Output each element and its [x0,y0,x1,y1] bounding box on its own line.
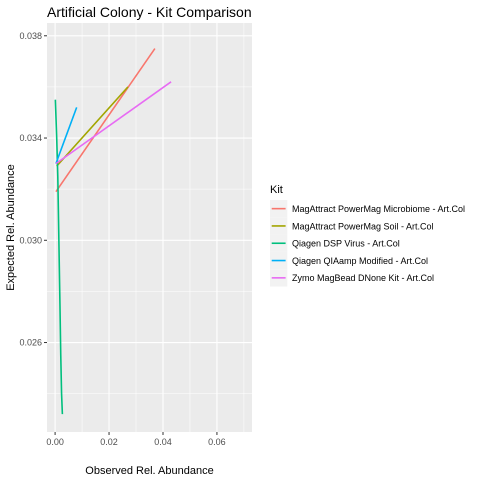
y-tick-label: 0.034 [19,133,42,143]
legend-item: Qiagen DSP Virus - Art.Col [270,234,400,252]
legend-label: MagAttract PowerMag Microbiome - Art.Col [292,204,465,214]
y-tick-label: 0.030 [19,235,42,245]
series-line [55,48,156,193]
x-axis: 0.00 0.02 0.04 0.06 [46,432,226,447]
legend-label: Qiagen QIAamp Modified - Art.Col [292,256,428,266]
series-line [55,81,172,165]
legend: Kit MagAttract PowerMag Microbiome - Art… [270,184,465,287]
series-line [54,99,64,415]
legend-item: MagAttract PowerMag Microbiome - Art.Col [270,200,465,218]
legend-label: Zymo MagBead DNone Kit - Art.Col [292,273,434,283]
legend-item: Qiagen QIAamp Modified - Art.Col [270,251,428,270]
series-layer [54,48,172,415]
x-tick-label: 0.06 [208,437,226,447]
y-axis-title: Expected Rel. Abundance [5,164,17,291]
x-tick-label: 0.02 [100,437,118,447]
x-tick-label: 0.00 [46,437,64,447]
chart-title: Artificial Colony - Kit Comparison [47,4,252,20]
legend-label: Qiagen DSP Virus - Art.Col [292,239,400,249]
legend-item: MagAttract PowerMag Soil - Art.Col [270,217,434,235]
legend-label: MagAttract PowerMag Soil - Art.Col [292,221,434,231]
legend-items: MagAttract PowerMag Microbiome - Art.Col… [270,200,465,287]
legend-title: Kit [270,184,283,196]
grid-major [47,23,252,432]
series-line [56,86,129,167]
grid-minor [47,23,252,432]
y-tick-label: 0.038 [19,31,42,41]
x-tick-label: 0.04 [154,437,172,447]
series-line [55,107,78,164]
legend-item: Zymo MagBead DNone Kit - Art.Col [270,269,434,287]
plot-panel [47,23,252,432]
x-axis-title: Observed Rel. Abundance [85,465,213,477]
y-axis: 0.026 0.030 0.034 0.038 [19,31,47,348]
y-tick-label: 0.026 [19,338,42,348]
